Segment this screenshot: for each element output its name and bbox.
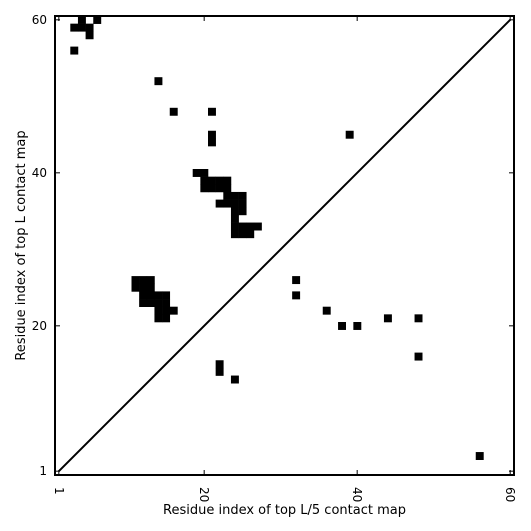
contact-cell xyxy=(154,314,163,323)
contact-cell xyxy=(139,299,148,307)
contact-cell xyxy=(238,230,247,239)
contact-cell xyxy=(414,314,423,323)
y-tick-label: 60 xyxy=(32,13,47,27)
contact-cell xyxy=(345,130,354,139)
contact-cell xyxy=(223,184,232,193)
contact-cell xyxy=(77,23,86,32)
contact-cell xyxy=(353,322,362,330)
contact-cell xyxy=(93,16,102,24)
diagonal-line xyxy=(58,19,511,472)
contact-cell xyxy=(208,130,216,139)
contact-cell xyxy=(208,107,216,116)
contact-cell xyxy=(322,306,331,315)
y-tick-label: 20 xyxy=(32,319,47,333)
contact-cell xyxy=(292,291,301,300)
contact-cell xyxy=(192,169,201,177)
contact-cell xyxy=(146,291,155,300)
contact-cell xyxy=(139,283,148,292)
contact-cell xyxy=(77,16,86,24)
contact-cell xyxy=(200,184,209,193)
contact-cell xyxy=(230,375,239,384)
contact-cell xyxy=(215,176,224,185)
contact-cell xyxy=(215,199,224,208)
x-tick-label: 1 xyxy=(52,487,66,495)
x-tick-label: 40 xyxy=(350,487,364,502)
contact-cell xyxy=(162,299,171,307)
contact-cell xyxy=(70,23,79,32)
contact-cell xyxy=(475,452,484,460)
contact-cell xyxy=(253,222,262,231)
contact-cell xyxy=(230,191,239,200)
contact-cell xyxy=(208,176,216,185)
contact-cell xyxy=(215,360,224,369)
contact-cell xyxy=(223,176,232,185)
contact-cell xyxy=(200,169,209,177)
contact-cell xyxy=(146,283,155,292)
plot-frame xyxy=(54,15,515,476)
contact-cell xyxy=(154,77,163,86)
contact-cell xyxy=(338,322,346,330)
contact-cell xyxy=(230,199,239,208)
contact-cell xyxy=(230,214,239,223)
y-axis-label: Residue index of top L contact map xyxy=(14,130,29,360)
contact-cell xyxy=(154,299,163,307)
x-tick-label: 60 xyxy=(503,487,517,502)
contact-cell xyxy=(208,138,216,147)
contact-cell xyxy=(146,299,155,307)
contact-cell xyxy=(238,222,247,231)
contact-cell xyxy=(169,107,178,116)
contact-cell xyxy=(131,283,140,292)
y-tick-label: 40 xyxy=(32,166,47,180)
contact-cell xyxy=(383,314,392,323)
contact-cell xyxy=(162,291,171,300)
y-tick-label: 1 xyxy=(39,464,47,478)
contact-cell xyxy=(238,207,247,216)
contact-cell xyxy=(246,230,255,239)
contact-cell xyxy=(154,306,163,315)
contact-cell xyxy=(215,184,224,193)
contact-cell xyxy=(162,306,171,315)
contact-cell xyxy=(230,207,239,216)
contact-cell xyxy=(162,314,171,323)
contact-cell xyxy=(292,276,301,285)
contact-cell xyxy=(146,276,155,285)
contact-cells xyxy=(70,16,484,460)
contact-cell xyxy=(139,291,148,300)
contact-cell xyxy=(85,23,94,32)
x-tick-label: 20 xyxy=(197,487,211,502)
contact-cell xyxy=(208,184,216,193)
contact-cell xyxy=(238,191,247,200)
contact-cell xyxy=(238,199,247,208)
contact-cell xyxy=(215,367,224,376)
contact-cell xyxy=(230,222,239,231)
contact-cell xyxy=(85,31,94,40)
contact-cell xyxy=(223,191,232,200)
contact-cell xyxy=(169,306,178,315)
x-axis-label: Residue index of top L/5 contact map xyxy=(163,503,406,518)
contact-cell xyxy=(131,276,140,285)
contact-cell xyxy=(223,199,232,208)
contact-cell xyxy=(139,276,148,285)
contact-cell xyxy=(200,176,209,185)
contact-cell xyxy=(154,291,163,300)
contact-cell xyxy=(230,230,239,239)
axis-ticks: 1 20 40 60 1 20 40 60 xyxy=(32,13,517,502)
contact-cell xyxy=(246,222,255,231)
contact-cell xyxy=(414,352,423,361)
contact-cell xyxy=(70,46,79,55)
